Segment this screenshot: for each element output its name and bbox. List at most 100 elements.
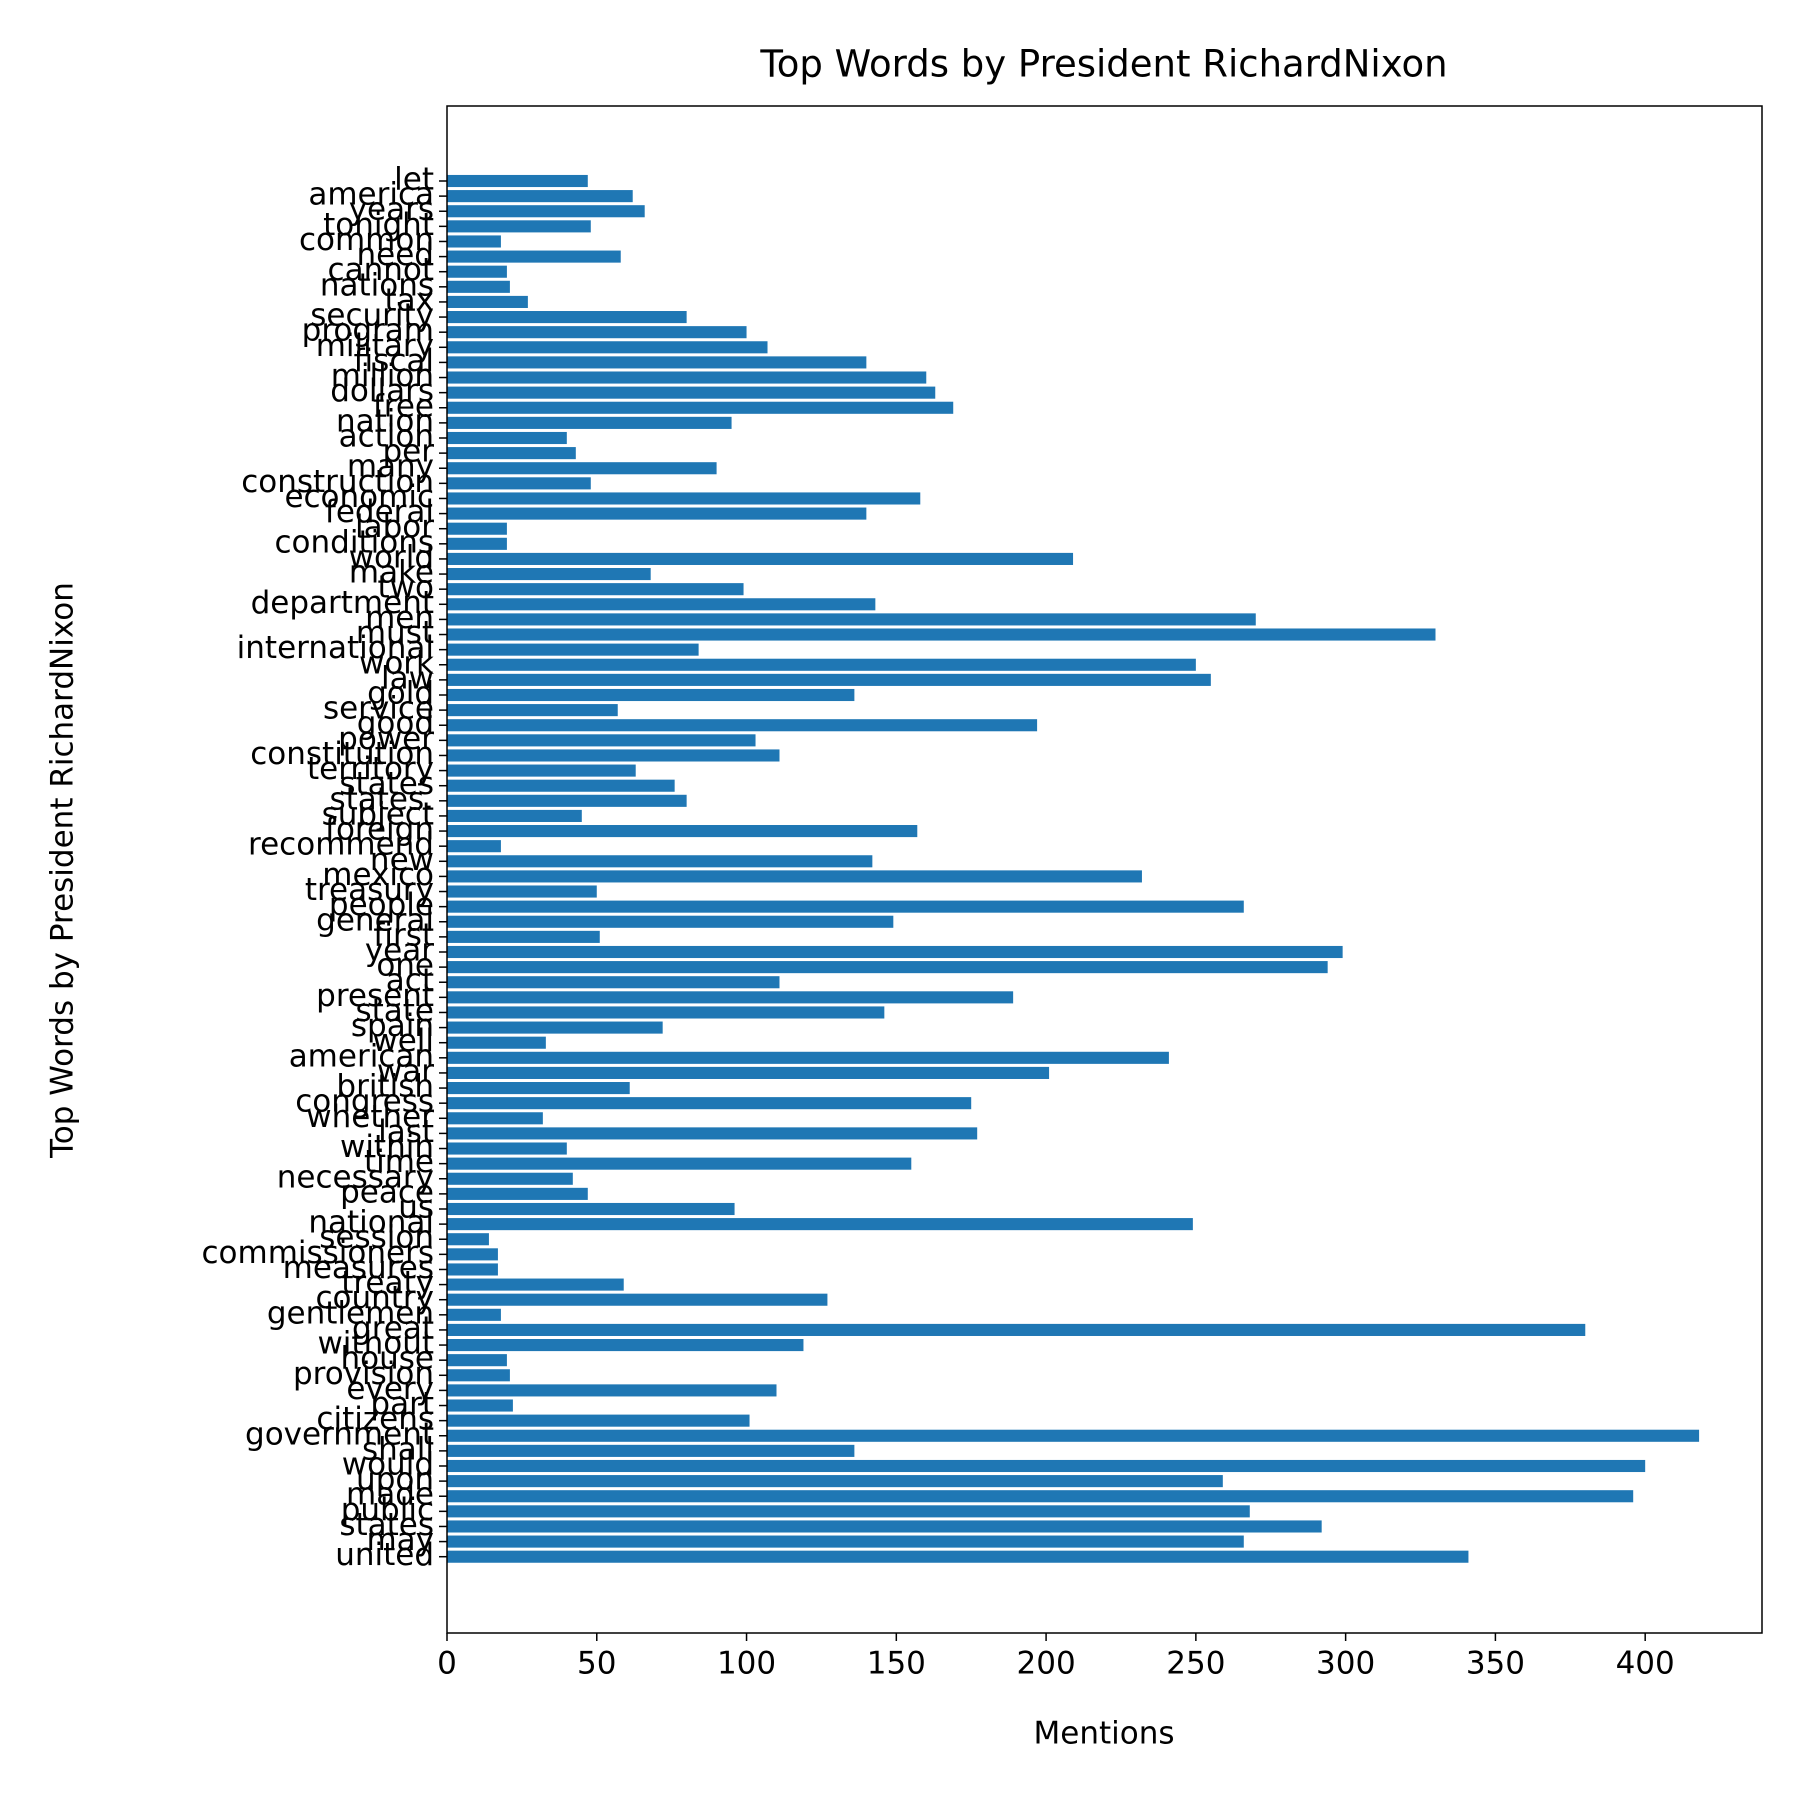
y-tick-label: national [308,1205,434,1241]
x-tick-label: 150 [867,1646,926,1682]
y-tick-label: provision [293,1356,434,1392]
bar [447,809,582,822]
bar [447,235,501,248]
bar [447,492,921,505]
bar [447,991,1014,1004]
bar [447,1157,912,1170]
y-tick-label: american [289,1038,434,1074]
x-tick-label: 0 [437,1646,457,1682]
y-tick-label: upon [356,1462,434,1498]
y-tick-label: british [336,1069,434,1105]
y-tick-label: commissioners [201,1235,434,1271]
y-tick-label: mexico [322,857,434,893]
y-tick-label: united [335,1537,434,1573]
y-tick-label: state [355,993,434,1029]
bar [447,447,576,460]
plot-frame [446,105,1763,1634]
bar [447,205,645,218]
y-tick-label: public [341,1492,434,1528]
x-tick-label: 200 [1017,1646,1076,1682]
bar [447,1263,498,1276]
y-tick-label: great [352,1310,434,1346]
bar [447,326,747,339]
bar [447,840,501,853]
y-tick-label: dollars [330,373,434,409]
bar [447,341,768,354]
bar [447,1339,804,1352]
bar [447,643,699,656]
bar [447,1293,828,1306]
y-tick-label: tonight [323,207,434,243]
bar [447,1142,567,1155]
y-tick-label: shall [362,1431,434,1467]
y-tick-label: whether [306,1099,434,1135]
bar [447,1082,630,1095]
bar [447,1429,1700,1442]
y-tick-label: year [365,932,434,968]
y-tick-label: must [356,615,434,651]
bar [447,613,1256,626]
y-tick-label: gold [367,675,434,711]
bar [447,704,618,717]
y-tick-label: new [370,842,434,878]
bar [447,1475,1223,1488]
y-tick-label: territory [307,751,434,787]
x-tick-label: 300 [1316,1646,1375,1682]
bar [447,794,687,807]
bar [447,537,507,550]
bar [447,522,507,535]
y-tick-label: may [366,1522,434,1558]
bar [447,386,936,399]
bar [447,598,876,611]
bar [447,1308,501,1321]
y-tick-label: house [341,1341,434,1377]
bar [447,1414,750,1427]
bar [447,1112,543,1125]
y-tick-label: session [319,1220,434,1256]
y-axis-label: Top Words by President RichardNixon [45,582,81,1159]
y-tick-label: country [315,1280,434,1316]
bar [447,764,636,777]
bar [447,870,1142,883]
bar [447,462,717,475]
y-tick-label: measures [283,1250,434,1286]
y-tick-label: power [338,721,434,757]
bar [447,1051,1169,1064]
bar [447,734,756,747]
y-tick-label: international [237,630,434,666]
y-tick-label: law [381,660,434,696]
bar [447,658,1196,671]
bar [447,190,633,203]
bar [447,1384,777,1397]
y-tick-label: common [299,222,434,258]
y-tick-label: america [308,177,434,213]
y-tick-label: world [349,539,434,575]
y-tick-label: military [316,328,434,364]
bar [447,507,867,520]
y-tick-label: economic [284,479,434,515]
y-tick-label: department [251,585,434,621]
y-tick-label: without [317,1326,434,1362]
y-tick-label: security [310,298,434,334]
y-tick-label: every [346,1371,434,1407]
bar [447,568,651,581]
bar [447,1323,1586,1336]
y-tick-label: made [346,1477,434,1513]
y-tick-label: one [376,948,434,984]
bar [447,1021,663,1034]
y-tick-label: two [378,570,434,606]
bar [447,311,687,324]
y-tick-label: present [316,978,434,1014]
bar [447,749,780,762]
y-tick-label: subject [322,796,434,832]
bar [447,900,1244,913]
y-tick-label: war [377,1053,434,1089]
y-tick-label: treaty [341,1265,434,1301]
bar [447,416,732,429]
bar [447,1444,855,1457]
bar [447,976,780,989]
bar [447,1459,1646,1473]
chart-title: Top Words by President RichardNixon [759,43,1447,86]
bar [447,1097,972,1110]
